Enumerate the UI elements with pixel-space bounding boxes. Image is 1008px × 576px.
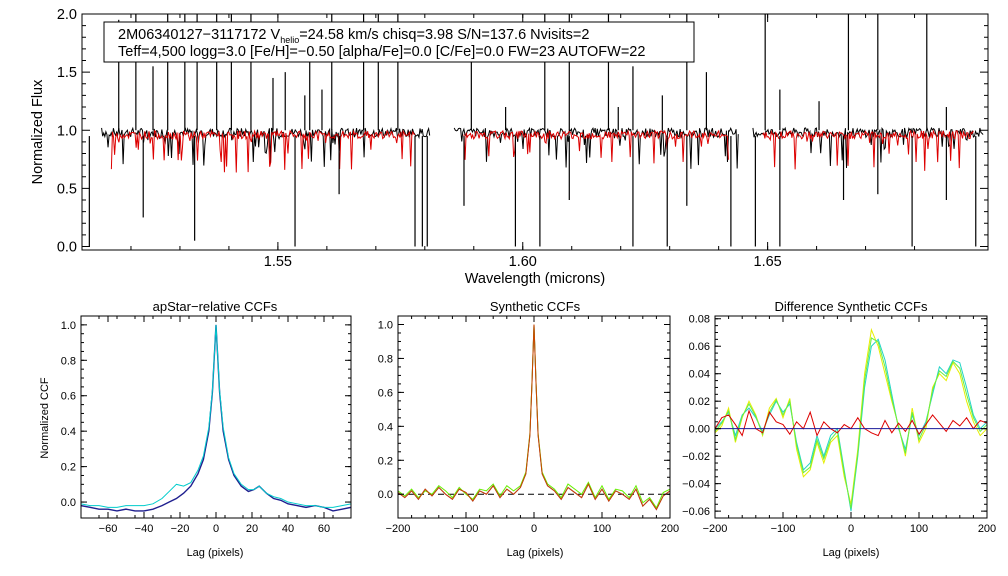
- synthetic-ccf-ytick-label: 0.2: [378, 455, 393, 467]
- difference-ccf-panel: Difference Synthetic CCFs Lag (pixels) −…: [682, 299, 996, 559]
- spectrum-xtick-label: 1.60: [509, 254, 537, 270]
- synthetic-ccf-ytick-label: 0.8: [378, 353, 393, 365]
- apstar-ccf-xtick-label: 20: [246, 523, 258, 535]
- synthetic-ccf-series-template: [398, 324, 670, 511]
- synthetic-ccf-panel: Synthetic CCFs Lag (pixels) −200 −100 0 100…: [378, 299, 679, 559]
- difference-ccf-ytick-label: 0.06: [689, 341, 710, 353]
- spectrum-ytick-label: 1.5: [57, 65, 77, 81]
- difference-ccf-ytick-label: 0.04: [689, 369, 710, 381]
- spectrum-model-line: [762, 129, 974, 171]
- spectrum-xtick-label: 1.65: [754, 254, 782, 270]
- apstar-ccf-ytick-label: 0.4: [61, 426, 76, 438]
- apstar-ccf-panel: apStar−relative CCFs Lag (pixels) Normal…: [39, 299, 352, 559]
- spectrum-model-line: [110, 129, 416, 173]
- apstar-ccf-ytick-label: 0.8: [61, 355, 76, 367]
- difference-ccf-xtick-label: 0: [848, 523, 854, 535]
- apstar-ccf-xtick-label: −40: [135, 523, 154, 535]
- synthetic-ccf-ytick-label: 0.4: [378, 421, 393, 433]
- synthetic-ccf-xtick-label: 200: [661, 523, 679, 535]
- spectrum-ytick-label: 2.0: [57, 7, 77, 23]
- spectrum-observed-line: [453, 126, 739, 169]
- spectrum-ytick-label: 0.5: [57, 181, 77, 197]
- difference-ccf-ytick-label: 0.02: [689, 396, 710, 408]
- synthetic-ccf-title: Synthetic CCFs: [490, 299, 581, 314]
- synthetic-ccf-ytick-label: 0.6: [378, 387, 393, 399]
- spectrum-xtick-label: 1.55: [264, 254, 292, 270]
- apstar-ccf-xtick-label: 60: [318, 523, 330, 535]
- difference-ccf-xtick-label: 100: [910, 523, 928, 535]
- spectrum-observed-line: [101, 126, 431, 167]
- apstar-ccf-frame: [80, 315, 352, 519]
- synthetic-ccf-data: [398, 324, 670, 511]
- difference-ccf-ytick-label: 0.08: [689, 314, 710, 326]
- spectrum-ylabel: Normalized Flux: [30, 79, 46, 184]
- synthetic-ccf-series-visit-2: [398, 324, 670, 509]
- apstar-ccf-xtick-label: 0: [213, 523, 219, 535]
- difference-ccf-ytick-label: −0.04: [682, 479, 710, 491]
- difference-ccf-xtick-label: 200: [978, 523, 996, 535]
- apstar-ccf-title: apStar−relative CCFs: [153, 299, 278, 314]
- apstar-ccf-ytick-label: 1.0: [61, 320, 76, 332]
- difference-ccf-data: [715, 327, 987, 512]
- difference-ccf-xlabel: Lag (pixels): [823, 547, 880, 559]
- apstar-ccf-series-visit-2: [81, 324, 351, 508]
- synthetic-ccf-xlabel: Lag (pixels): [507, 547, 564, 559]
- synthetic-ccf-series-visit-1: [398, 324, 670, 511]
- apstar-ccf-xtick-label: −20: [171, 523, 190, 535]
- spectrum-xlabel: Wavelength (microns): [465, 271, 605, 287]
- spectrum-info-box: [103, 21, 695, 63]
- apstar-ccf-xtick-label: −60: [99, 523, 118, 535]
- synthetic-ccf-ytick-label: 0.0: [378, 489, 393, 501]
- difference-ccf-series-green: [715, 337, 987, 509]
- apstar-ccf-series-visit-1: [81, 324, 351, 512]
- info-line-1: 2M06340127−3117172 Vhelio=24.58 km/s chi…: [118, 27, 589, 45]
- apstar-ccf-ylabel: Normalized CCF: [39, 377, 51, 459]
- spectrum-frame: [81, 13, 989, 251]
- synthetic-ccf-ytick-label: 1.0: [378, 319, 393, 331]
- apstar-ccf-ytick-label: 0.6: [61, 391, 76, 403]
- difference-ccf-series-cyan: [715, 338, 987, 512]
- info-line-2: Teff=4,500 logg=3.0 [Fe/H]=−0.50 [alpha/…: [118, 44, 645, 60]
- difference-ccf-ytick-label: −0.06: [682, 506, 710, 518]
- apstar-ccf-ytick-label: 0.0: [61, 497, 76, 509]
- synthetic-ccf-xtick-label: −100: [454, 523, 479, 535]
- spectrum-panel: 1.55 1.60 1.65 0.0 0.5 1.0 1.5 2.0 2M06340127−3…: [30, 7, 989, 287]
- apstar-ccf-xtick-label: 40: [282, 523, 294, 535]
- difference-ccf-xtick-label: −200: [703, 523, 728, 535]
- apstar-ccf-data: [81, 324, 351, 512]
- apstar-ccf-ytick-label: 0.2: [61, 462, 76, 474]
- difference-ccf-ytick-label: −0.02: [682, 451, 710, 463]
- spectrum-ytick-label: 0.0: [57, 240, 77, 256]
- apstar-ccf-xlabel: Lag (pixels): [187, 547, 244, 559]
- synthetic-ccf-xtick-label: 100: [593, 523, 611, 535]
- synthetic-ccf-xtick-label: −200: [386, 523, 411, 535]
- difference-ccf-title: Difference Synthetic CCFs: [775, 299, 928, 314]
- synthetic-ccf-xtick-label: 0: [531, 523, 537, 535]
- difference-ccf-xtick-label: −100: [771, 523, 796, 535]
- spectrum-model-line: [463, 129, 729, 164]
- spectrum-axes: 1.55 1.60 1.65 0.0 0.5 1.0 1.5 2.0: [57, 7, 988, 270]
- difference-ccf-ytick-label: 0.00: [689, 424, 710, 436]
- spectrum-ytick-label: 1.0: [57, 123, 77, 139]
